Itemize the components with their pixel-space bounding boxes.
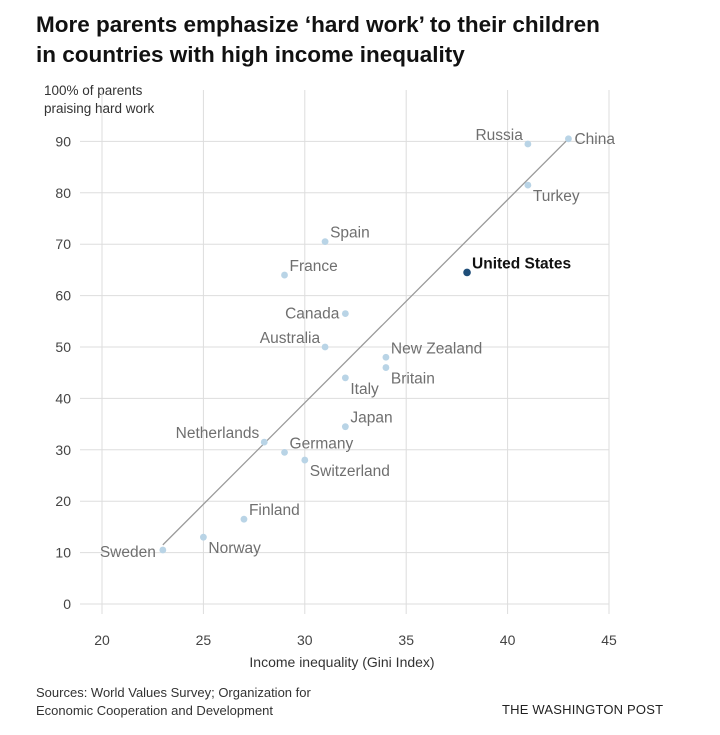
- x-tick-label-25: 25: [196, 632, 212, 648]
- y-tick-label-70: 70: [55, 236, 71, 252]
- point-switzerland: [301, 456, 309, 464]
- publisher-credit: THE WASHINGTON POST: [502, 702, 664, 717]
- point-label-canada: Canada: [285, 306, 340, 323]
- point-canada: [341, 310, 349, 317]
- y-tick-label-90: 90: [55, 133, 71, 149]
- point-label-britain: Britain: [391, 371, 435, 388]
- point-japan: [341, 423, 349, 431]
- point-label-sweden: Sweden: [100, 544, 156, 561]
- x-tick-label-35: 35: [398, 632, 414, 648]
- point-label-france: France: [290, 258, 338, 275]
- point-france: [281, 271, 288, 279]
- point-label-norway: Norway: [208, 540, 261, 557]
- point-label-switzerland: Switzerland: [310, 463, 390, 480]
- y-tick-label-80: 80: [55, 185, 71, 201]
- point-germany: [281, 448, 288, 456]
- scatter-chart: 20 25 30 35 40 45 0 10 20 30 40 50 60 70 80 90 China Rus…: [55, 90, 617, 648]
- point-label-finland: Finland: [249, 502, 300, 519]
- point-label-china: China: [574, 131, 615, 148]
- point-label-netherlands: Netherlands: [176, 425, 260, 442]
- sources-line-2: Economic Cooperation and Development: [36, 703, 274, 718]
- point-labels: China Russia Turkey Spain France United State…: [100, 127, 615, 561]
- trend-line: [162, 138, 569, 546]
- axis-ticks: 20 25 30 35 40 45 0 10 20 30 40 50 60 70 80 90: [55, 133, 617, 648]
- point-label-spain: Spain: [330, 225, 370, 242]
- point-label-united-states: United States: [472, 255, 571, 272]
- point-sweden: [159, 546, 167, 554]
- x-tick-label-30: 30: [297, 632, 313, 648]
- point-new-zealand: [382, 353, 390, 361]
- point-italy: [341, 374, 349, 382]
- x-tick-label-45: 45: [601, 632, 617, 648]
- point-label-russia: Russia: [475, 127, 523, 144]
- y-axis-label-line-1: 100% of parents: [44, 83, 143, 98]
- point-britain: [382, 364, 390, 371]
- y-tick-label-60: 60: [55, 288, 71, 304]
- point-spain: [321, 238, 329, 246]
- point-turkey: [524, 181, 532, 189]
- x-tick-label-20: 20: [94, 632, 110, 648]
- data-points: [159, 135, 572, 554]
- x-axis-label-text: Income inequality (Gini Index): [249, 654, 435, 670]
- y-tick-label-20: 20: [55, 493, 71, 509]
- y-tick-label-40: 40: [55, 390, 71, 406]
- grid-lines: [80, 90, 610, 614]
- point-netherlands: [260, 438, 268, 446]
- x-tick-label-40: 40: [500, 632, 516, 648]
- point-australia: [321, 343, 329, 351]
- point-norway: [200, 533, 207, 541]
- chart-title: More parents emphasize ‘hard work’ to th…: [36, 10, 696, 70]
- point-china: [565, 135, 572, 143]
- chart-title-line-2: in countries with high income inequality: [36, 42, 465, 67]
- point-label-new-zealand: New Zealand: [391, 340, 482, 357]
- y-tick-label-0: 0: [63, 596, 71, 612]
- point-label-japan: Japan: [350, 410, 392, 427]
- y-tick-label-50: 50: [55, 339, 71, 355]
- chart-title-line-1: More parents emphasize ‘hard work’ to th…: [36, 12, 600, 37]
- y-axis-label: 100% of parents praising hard work: [44, 82, 154, 118]
- point-label-australia: Australia: [260, 330, 321, 347]
- sources-line-1: Sources: World Values Survey; Organizati…: [36, 685, 311, 700]
- sources-note: Sources: World Values Survey; Organizati…: [36, 684, 311, 720]
- point-russia: [524, 140, 532, 148]
- point-label-turkey: Turkey: [533, 188, 580, 205]
- y-tick-label-10: 10: [55, 545, 71, 561]
- y-tick-label-30: 30: [55, 442, 71, 458]
- trend-line-group: [162, 138, 569, 546]
- point-finland: [240, 515, 248, 523]
- y-axis-label-line-2: praising hard work: [44, 101, 155, 116]
- x-axis-label: Income inequality (Gini Index): [0, 654, 720, 670]
- point-united-states: [463, 268, 471, 277]
- point-label-germany: Germany: [290, 435, 354, 452]
- point-label-italy: Italy: [350, 381, 379, 398]
